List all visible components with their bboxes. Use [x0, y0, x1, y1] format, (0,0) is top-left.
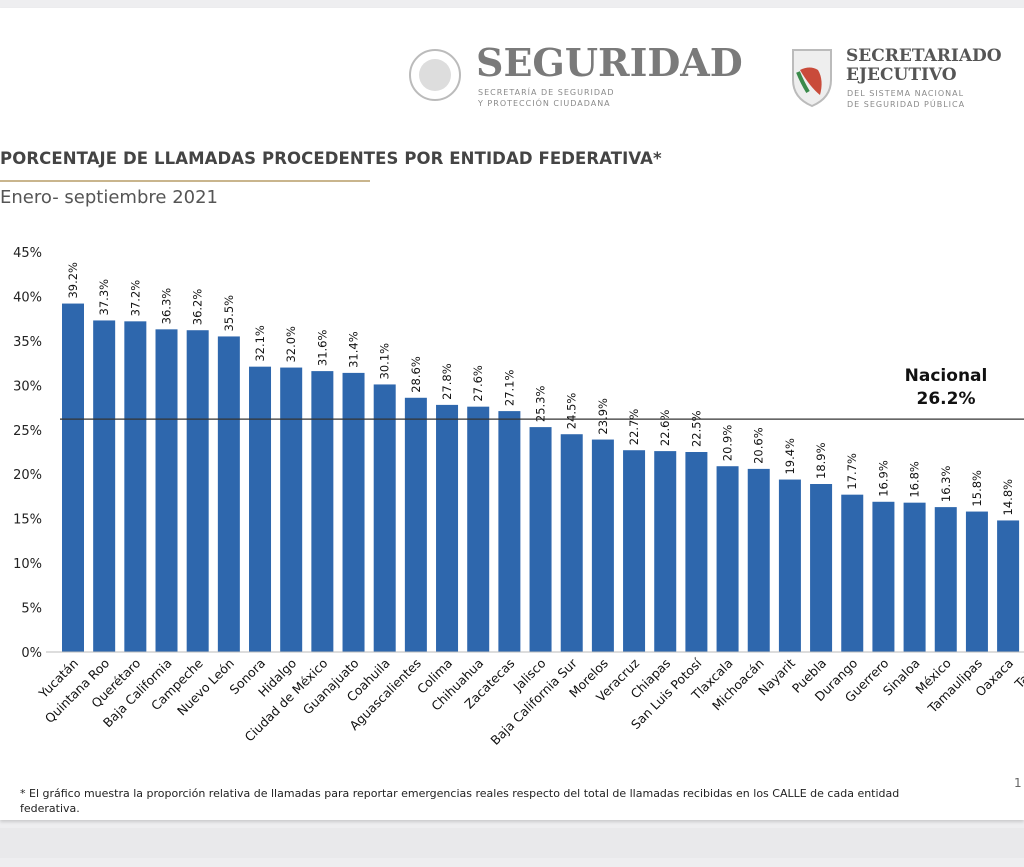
y-tick-label: 0%: [21, 646, 42, 661]
y-tick-label: 15%: [13, 513, 42, 528]
logo-seguridad-sub1: SECRETARÍA DE SEGURIDAD: [478, 88, 615, 97]
y-tick-label: 10%: [13, 557, 42, 572]
data-label: 32.0%: [284, 326, 298, 363]
bar: [373, 384, 396, 652]
logo-seguridad-sub2: Y PROTECCIÓN CIUDADANA: [478, 99, 611, 108]
bar: [934, 507, 957, 652]
coat-of-arms-icon: [409, 49, 461, 101]
y-tick-label: 35%: [13, 335, 42, 350]
nacional-value: 26.2%: [917, 389, 976, 409]
logo-secretariado-sub2: DE SEGURIDAD PÚBLICA: [847, 100, 966, 109]
bar-chart: 0% 5% 10% 15% 20% 25% 30% 35% 40% 45% 39.2% 37.3% 37…: [13, 246, 1024, 748]
y-tick-label: 20%: [13, 468, 42, 483]
secretariado-shield-icon: [792, 49, 832, 108]
data-label: 22.7%: [627, 409, 641, 446]
y-tick-label: 25%: [13, 424, 42, 439]
bar: [591, 439, 614, 652]
data-label: 27.1%: [502, 370, 516, 407]
bar: [623, 450, 646, 652]
data-label: 17.7%: [845, 453, 859, 490]
bar: [467, 406, 490, 652]
x-tick-label: Tabas: [1011, 656, 1024, 692]
data-label: 22.6%: [658, 410, 672, 447]
bar: [62, 303, 84, 652]
logo-secretariado-sub1: DEL SISTEMA NACIONAL: [847, 89, 965, 98]
data-label: 18.9%: [814, 442, 828, 479]
bar: [249, 366, 272, 652]
bar: [965, 511, 988, 652]
bar: [93, 320, 116, 652]
data-label: 14.8%: [1001, 479, 1015, 516]
data-label: 37.2%: [128, 280, 142, 317]
data-label: 23.9%: [596, 398, 610, 435]
data-label: 27.8%: [440, 363, 454, 400]
bar: [217, 336, 240, 652]
bar: [186, 330, 209, 652]
bar: [654, 451, 677, 652]
data-label: 31.6%: [315, 330, 329, 367]
data-label: 37.3%: [97, 279, 111, 316]
bottom-strip: [0, 828, 1024, 858]
bar: [155, 329, 178, 652]
data-label: 36.2%: [191, 289, 205, 326]
data-label: 16.3%: [939, 466, 953, 503]
data-label: 25.3%: [534, 386, 548, 423]
logo-seguridad-title: SEGURIDAD: [476, 40, 743, 85]
bar: [124, 321, 147, 652]
y-tick-label: 5%: [21, 602, 42, 617]
data-label: 20.6%: [752, 427, 766, 464]
chart-subtitle: Enero- septiembre 2021: [0, 187, 219, 208]
logo-secretariado-title2: EJECUTIVO: [846, 65, 957, 85]
bar: [716, 466, 739, 652]
header-logos: [409, 49, 832, 108]
data-label: 16.8%: [908, 461, 922, 498]
data-label: 31.4%: [347, 331, 361, 368]
bar: [498, 411, 521, 652]
footnote: * El gráfico muestra la proporción relat…: [20, 787, 900, 815]
bar: [529, 427, 552, 652]
data-label: 24.5%: [565, 393, 579, 430]
title-rule: [0, 180, 370, 182]
bar: [872, 501, 895, 652]
bar: [997, 520, 1020, 652]
data-label: 15.8%: [970, 470, 984, 507]
bar: [560, 434, 583, 652]
logo-secretariado-title1: SECRETARIADO: [846, 46, 1002, 66]
data-label: 22.5%: [689, 410, 703, 447]
data-label: 20.9%: [721, 425, 735, 462]
bar: [436, 404, 459, 652]
chart-title: PORCENTAJE DE LLAMADAS PROCEDENTES POR E…: [0, 149, 662, 168]
nacional-label: Nacional: [905, 366, 988, 386]
data-label: 27.6%: [471, 365, 485, 402]
data-label: 36.3%: [160, 288, 174, 325]
bar: [841, 494, 864, 652]
data-label: 39.2%: [66, 262, 80, 299]
data-label: 35.5%: [222, 295, 236, 332]
bar: [342, 372, 365, 652]
y-tick-label: 30%: [13, 379, 42, 394]
bar: [903, 502, 926, 652]
bar: [810, 484, 833, 652]
bar: [280, 367, 303, 652]
data-label: 16.9%: [876, 460, 890, 497]
bar: [778, 479, 801, 652]
data-label: 28.6%: [409, 356, 423, 393]
data-label: 30.1%: [378, 343, 392, 380]
y-tick-label: 45%: [13, 246, 42, 261]
bar: [747, 468, 770, 652]
y-tick-label: 40%: [13, 290, 42, 305]
data-label: 19.4%: [783, 438, 797, 475]
bar: [685, 452, 708, 652]
data-label: 32.1%: [253, 325, 267, 362]
page-number: 1: [1014, 776, 1022, 790]
bar: [404, 397, 427, 652]
bar: [311, 371, 334, 652]
